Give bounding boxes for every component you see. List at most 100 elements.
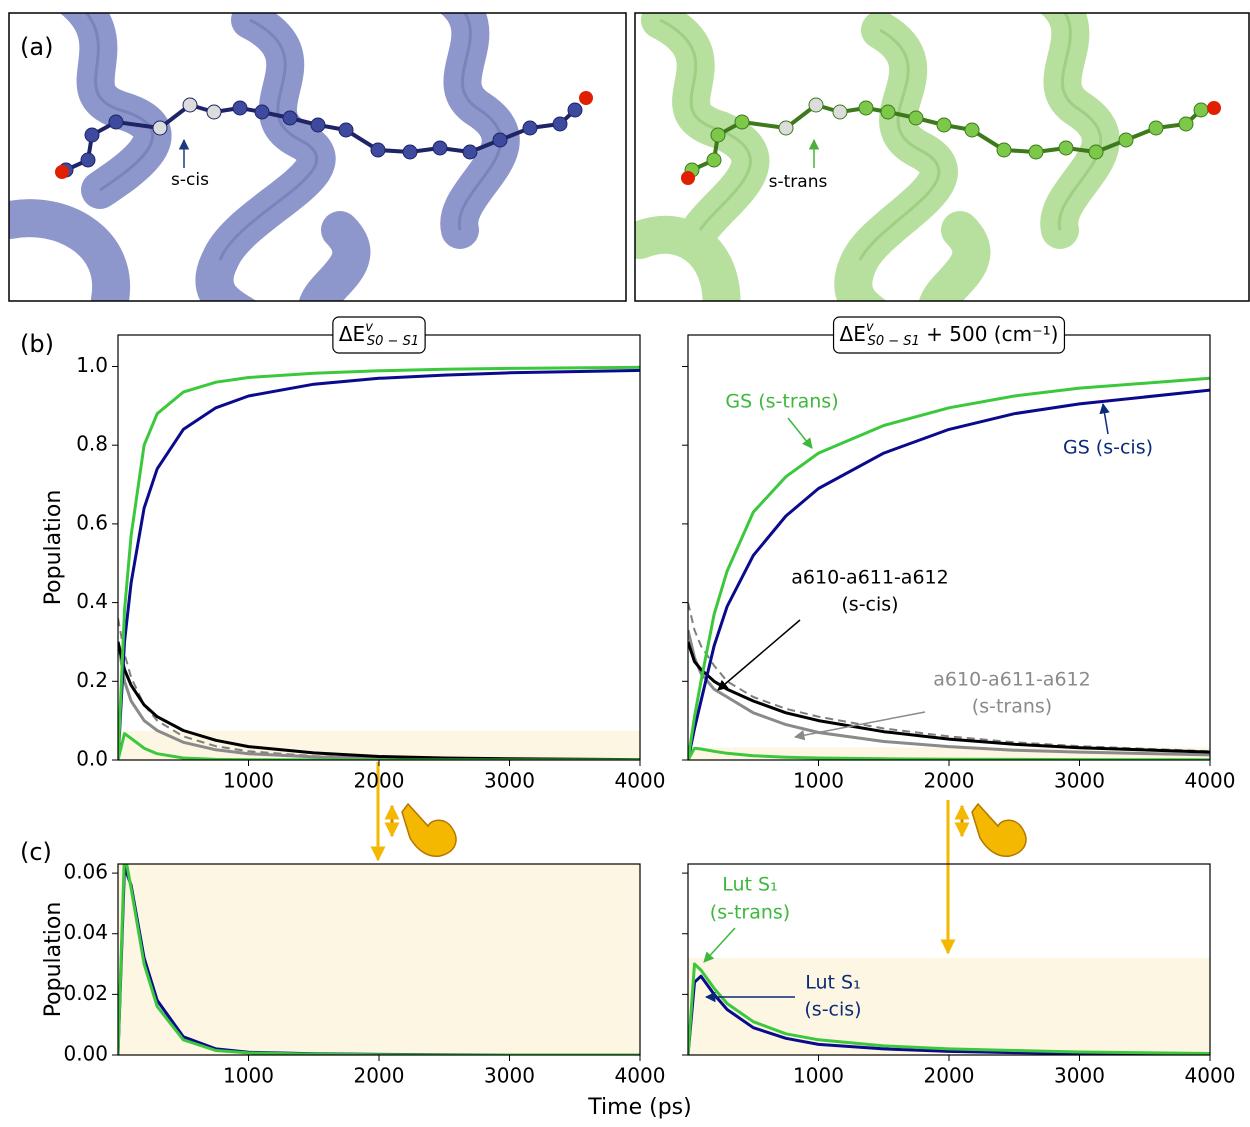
atom bbox=[403, 145, 417, 159]
y-tick-label: 0.6 bbox=[76, 510, 108, 534]
annotation-arrow bbox=[788, 418, 812, 448]
atom bbox=[965, 123, 979, 137]
y-axis-label: Population bbox=[41, 902, 66, 1018]
y-tick-label: 0.2 bbox=[76, 668, 108, 692]
x-tick-label: 2000 bbox=[924, 769, 975, 793]
atom bbox=[735, 115, 749, 129]
atom bbox=[1059, 141, 1073, 155]
atom bbox=[463, 145, 477, 159]
y-tick-label: 0.0 bbox=[76, 747, 108, 771]
panel-label: (b) bbox=[20, 330, 54, 358]
title-part: ΔE bbox=[339, 322, 365, 346]
atom bbox=[881, 105, 895, 119]
title-part: + 500 (cm⁻¹) bbox=[920, 322, 1059, 346]
atom bbox=[859, 101, 873, 115]
zoom-region bbox=[118, 864, 640, 1055]
series-line bbox=[118, 370, 640, 760]
y-tick-label: 0.8 bbox=[76, 432, 108, 456]
axes-frame bbox=[118, 335, 640, 760]
x-tick-label: 2000 bbox=[354, 769, 405, 793]
x-tick-label: 3000 bbox=[1054, 769, 1105, 793]
annotation: Lut S₁ bbox=[722, 874, 777, 896]
annotation: (s-cis) bbox=[841, 594, 898, 616]
series-line bbox=[118, 367, 640, 760]
atom bbox=[833, 105, 847, 119]
title-part: ΔE bbox=[840, 322, 866, 346]
chart: 1000 2000 3000 4000 Lut S₁ (s-trans) Lut S₁ (s-… bbox=[682, 864, 1235, 1088]
x-tick-label: 3000 bbox=[484, 769, 535, 793]
atom bbox=[339, 123, 353, 137]
atom bbox=[1089, 145, 1103, 159]
atom bbox=[109, 115, 123, 129]
structure-label: s-cis bbox=[171, 170, 209, 190]
zoom-region bbox=[688, 958, 1210, 1055]
atom bbox=[1029, 145, 1043, 159]
annotation: Lut S₁ bbox=[805, 972, 860, 994]
atom bbox=[183, 98, 197, 112]
atom bbox=[909, 111, 923, 125]
annotation: (s-trans) bbox=[972, 696, 1052, 718]
atom bbox=[311, 118, 325, 132]
atom bbox=[1119, 133, 1133, 147]
x-tick-label: 1000 bbox=[793, 769, 844, 793]
atom bbox=[553, 117, 567, 131]
atom bbox=[81, 153, 95, 167]
x-tick-label: 3000 bbox=[1054, 1064, 1105, 1088]
y-tick-label: 0.02 bbox=[63, 981, 108, 1005]
atom bbox=[779, 121, 793, 135]
atom bbox=[1149, 121, 1163, 135]
annotation-arrow bbox=[704, 928, 735, 962]
x-tick-label: 1000 bbox=[793, 1064, 844, 1088]
series-line bbox=[688, 642, 1210, 752]
x-tick-label: 4000 bbox=[615, 769, 666, 793]
atom bbox=[153, 121, 167, 135]
x-tick-label: 1000 bbox=[223, 1064, 274, 1088]
atom bbox=[433, 141, 447, 155]
atom bbox=[283, 111, 297, 125]
structure-label: s-trans bbox=[769, 172, 828, 192]
atom bbox=[1207, 101, 1221, 115]
title-part: S0 − S1 bbox=[868, 334, 920, 349]
atom bbox=[809, 98, 823, 112]
x-tick-label: 1000 bbox=[223, 769, 274, 793]
y-tick-label: 0.04 bbox=[63, 920, 108, 944]
atom bbox=[707, 153, 721, 167]
x-tick-label: 2000 bbox=[354, 1064, 405, 1088]
x-tick-label: 4000 bbox=[615, 1064, 666, 1088]
atom bbox=[1179, 117, 1193, 131]
atom bbox=[255, 105, 269, 119]
annotation-arrow bbox=[1103, 404, 1108, 434]
atom bbox=[579, 91, 593, 105]
annotation: GS (s-trans) bbox=[725, 391, 838, 413]
chart-title: ΔEvS0 − S1 + 500 (cm⁻¹) bbox=[840, 320, 1059, 349]
title-part: v bbox=[866, 320, 874, 335]
atom bbox=[711, 128, 725, 142]
annotation: (s-cis) bbox=[804, 999, 861, 1021]
atom bbox=[937, 118, 951, 132]
annotation-arrow bbox=[718, 620, 800, 690]
atom bbox=[568, 103, 582, 117]
atom bbox=[85, 128, 99, 142]
annotation: a610-a611-a612 bbox=[933, 669, 1090, 691]
atom bbox=[233, 101, 247, 115]
atom bbox=[523, 121, 537, 135]
x-tick-label: 2000 bbox=[924, 1064, 975, 1088]
atom bbox=[997, 143, 1011, 157]
title-part: S0 − S1 bbox=[367, 334, 419, 349]
figure: (a) (b) (c) s-cis s-trans Time (ps) 1000… bbox=[0, 0, 1250, 1127]
atom bbox=[681, 171, 695, 185]
x-tick-label: 4000 bbox=[1185, 1064, 1236, 1088]
atom bbox=[371, 143, 385, 157]
structure-right bbox=[635, 0, 1249, 320]
y-tick-label: 1.0 bbox=[76, 353, 108, 377]
atom bbox=[493, 133, 507, 147]
annotation: a610-a611-a612 bbox=[791, 567, 948, 589]
panel-label: (a) bbox=[20, 33, 53, 61]
title-part: v bbox=[365, 320, 373, 335]
y-axis-label: Population bbox=[41, 490, 66, 606]
annotation: (s-trans) bbox=[710, 902, 790, 924]
panel-label: (c) bbox=[20, 838, 52, 866]
structure-left bbox=[9, 0, 626, 320]
